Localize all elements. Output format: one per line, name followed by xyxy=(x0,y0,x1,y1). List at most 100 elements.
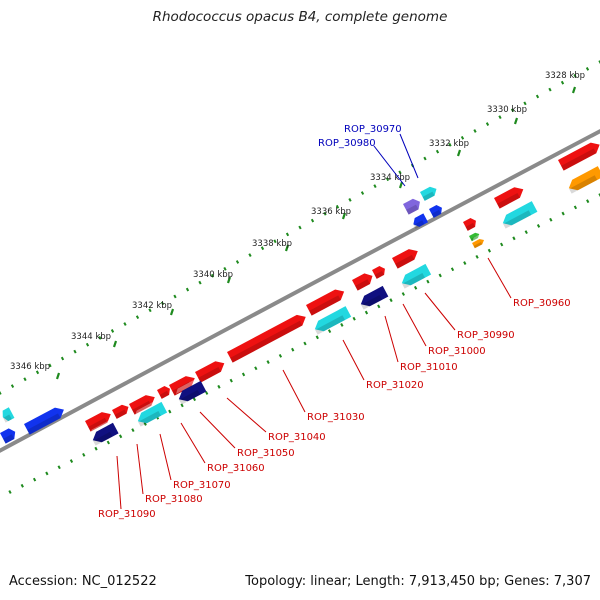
gene-label: ROP_31010 xyxy=(400,362,458,373)
tick-dot xyxy=(548,87,552,92)
tick-dot xyxy=(123,322,127,326)
gene-arrow xyxy=(129,389,155,415)
gene-label: ROP_31080 xyxy=(145,494,203,505)
gene-label-leader xyxy=(342,339,365,381)
gene-arrow xyxy=(24,402,64,435)
gene-arrow xyxy=(392,243,418,269)
gene-label-leader xyxy=(180,422,206,464)
tick-dot xyxy=(60,356,65,361)
gene-label: ROP_31040 xyxy=(268,432,326,443)
gene-arrow xyxy=(429,199,442,218)
tick-dot xyxy=(512,236,516,241)
gene-label: ROP_31070 xyxy=(173,480,231,491)
major-tick xyxy=(226,276,232,284)
gene-label-leader xyxy=(136,443,144,495)
tick-dot xyxy=(426,279,430,284)
gene-arrow xyxy=(411,209,429,229)
gene-arrow xyxy=(403,193,420,215)
gene-arrow xyxy=(306,284,345,316)
tick-dot xyxy=(398,170,402,175)
tick-dot xyxy=(254,366,258,371)
tick-dot xyxy=(535,94,540,99)
tick-dot xyxy=(118,434,123,439)
tick-dot xyxy=(373,184,377,189)
gene-label-leader xyxy=(226,397,267,433)
tick-dot xyxy=(73,349,77,354)
tick-dot xyxy=(69,459,74,463)
tick-dot xyxy=(143,422,147,426)
tick-dot xyxy=(435,149,440,154)
gene-label: ROP_31030 xyxy=(307,412,365,423)
tick-dot xyxy=(273,239,277,244)
tick-dot xyxy=(348,198,352,202)
gene-arrow xyxy=(90,420,119,446)
gene-arrow xyxy=(157,380,170,399)
tick-dot xyxy=(423,156,427,161)
tick-dot xyxy=(573,73,577,78)
gene-label-leader xyxy=(402,303,427,347)
major-tick xyxy=(284,244,290,252)
tick-dot xyxy=(560,80,565,85)
gene-arrow xyxy=(85,406,111,432)
tick-dot xyxy=(48,363,52,368)
gene-arrow xyxy=(358,283,389,310)
gene-label: ROP_31060 xyxy=(207,463,265,474)
major-tick xyxy=(112,340,118,348)
gene-arrow xyxy=(399,261,432,289)
tick-dot xyxy=(278,353,283,358)
gene-label-leader xyxy=(384,315,399,363)
tick-dot xyxy=(487,248,492,253)
gene-label-leader xyxy=(373,145,406,187)
scale-label: 3328 kbp xyxy=(545,71,585,81)
tick-dot xyxy=(266,360,270,364)
tick-dot xyxy=(110,329,115,333)
gene-arrow xyxy=(566,163,600,194)
tick-dot xyxy=(360,191,365,195)
tick-dot xyxy=(523,101,527,106)
gene-label-leader xyxy=(487,257,512,299)
major-tick xyxy=(169,308,175,316)
tick-dot xyxy=(463,261,467,265)
tick-dot xyxy=(585,67,590,71)
gene-arrow xyxy=(227,309,306,363)
tick-dot xyxy=(524,230,528,235)
tick-dot xyxy=(536,224,541,228)
tick-dot xyxy=(198,280,202,285)
major-tick xyxy=(341,212,347,220)
tick-dot xyxy=(94,446,98,451)
tick-dot xyxy=(377,304,381,309)
tick-dot xyxy=(323,211,327,216)
tick-dot xyxy=(573,205,578,210)
gene-label: ROP_31020 xyxy=(366,380,424,391)
tick-dot xyxy=(0,391,2,395)
tick-dot xyxy=(549,217,553,222)
gene-label: ROP_30960 xyxy=(513,298,571,309)
tick-dot xyxy=(561,211,565,216)
gene-label: ROP_30970 xyxy=(344,124,402,135)
gene-label: ROP_30990 xyxy=(457,330,515,341)
tick-dot xyxy=(460,135,465,140)
topology-summary: Topology: linear; Length: 7,913,450 bp; … xyxy=(245,574,591,589)
gene-arrow xyxy=(195,355,225,383)
scale-label: 3330 kbp xyxy=(487,105,527,115)
tick-dot xyxy=(327,329,332,334)
tick-dot xyxy=(438,273,442,278)
tick-dot xyxy=(160,301,165,306)
tick-dot xyxy=(168,409,172,414)
tick-dot xyxy=(32,477,37,482)
major-tick xyxy=(571,86,577,94)
gene-arrow xyxy=(494,181,524,209)
gene-arrow xyxy=(0,422,16,444)
tick-dot xyxy=(598,60,600,64)
tick-dot xyxy=(57,465,61,470)
gene-label-leader xyxy=(199,411,236,449)
tick-dot xyxy=(10,384,15,388)
tick-dot xyxy=(291,347,295,352)
scale-label: 3338 kbp xyxy=(252,239,292,249)
tick-dot xyxy=(241,372,246,377)
tick-dot xyxy=(510,108,515,113)
tick-dot xyxy=(210,273,215,278)
tick-dot xyxy=(448,142,452,147)
tick-dot xyxy=(389,298,393,303)
